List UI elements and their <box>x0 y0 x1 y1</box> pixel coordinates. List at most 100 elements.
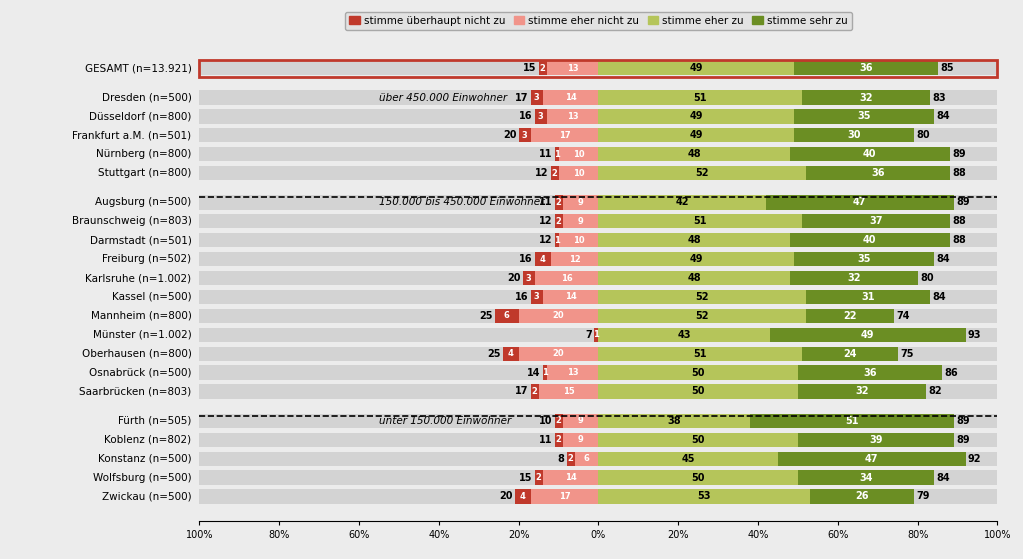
Text: 49: 49 <box>690 63 703 73</box>
Text: 4: 4 <box>520 492 526 501</box>
Text: 2: 2 <box>555 198 562 207</box>
Text: 93: 93 <box>968 330 981 340</box>
Bar <box>598 385 926 399</box>
Text: 6: 6 <box>583 454 589 463</box>
Text: 39: 39 <box>869 435 883 445</box>
Bar <box>598 452 966 466</box>
Bar <box>598 433 997 447</box>
Text: 51: 51 <box>845 416 858 426</box>
Bar <box>794 128 914 143</box>
Text: 14: 14 <box>565 93 576 102</box>
Text: 50: 50 <box>692 368 705 377</box>
Text: 2: 2 <box>555 416 562 425</box>
Legend: stimme überhaupt nicht zu, stimme eher nicht zu, stimme eher zu, stimme sehr zu: stimme überhaupt nicht zu, stimme eher n… <box>345 12 852 30</box>
Bar <box>531 489 598 504</box>
Bar <box>598 61 997 75</box>
Bar <box>199 91 598 105</box>
Text: Karlsruhe (n=1.002): Karlsruhe (n=1.002) <box>85 273 191 283</box>
Text: 80: 80 <box>916 130 930 140</box>
Bar <box>598 471 798 485</box>
Text: 84: 84 <box>936 254 949 264</box>
Text: Konstanz (n=500): Konstanz (n=500) <box>98 453 191 463</box>
Text: 4: 4 <box>540 255 545 264</box>
Text: 11: 11 <box>539 435 552 445</box>
Bar <box>502 347 598 361</box>
Bar <box>598 166 949 180</box>
Bar <box>598 328 966 342</box>
Bar <box>598 347 997 361</box>
Bar <box>598 290 997 304</box>
Bar <box>598 233 949 247</box>
Bar <box>554 414 598 428</box>
Bar <box>598 166 997 180</box>
Bar <box>535 471 542 485</box>
Text: Dresden (n=500): Dresden (n=500) <box>101 93 191 102</box>
Text: Freiburg (n=502): Freiburg (n=502) <box>102 254 191 264</box>
Bar <box>199 166 598 180</box>
Text: 16: 16 <box>561 273 573 282</box>
Bar <box>563 195 598 210</box>
Bar <box>531 91 542 105</box>
Text: 15: 15 <box>519 472 532 482</box>
Text: 35: 35 <box>857 254 871 264</box>
Text: 150.000 bis 450.000 Einwohner: 150.000 bis 450.000 Einwohner <box>379 197 544 207</box>
Text: 36: 36 <box>871 168 885 178</box>
Text: 4: 4 <box>507 349 514 358</box>
Text: über 450.000 Einwohner: über 450.000 Einwohner <box>379 93 507 102</box>
Text: 20: 20 <box>502 130 517 140</box>
Bar <box>594 328 598 342</box>
Bar <box>810 489 914 504</box>
Text: 15: 15 <box>523 63 536 73</box>
Text: 84: 84 <box>936 472 949 482</box>
Bar <box>598 91 802 105</box>
Text: 22: 22 <box>843 311 856 321</box>
Bar <box>598 471 934 485</box>
Bar <box>598 452 779 466</box>
Bar <box>559 166 598 180</box>
Bar <box>790 271 918 285</box>
Text: 9: 9 <box>578 217 583 226</box>
Bar <box>515 489 531 504</box>
Text: 20: 20 <box>499 491 513 501</box>
Bar <box>598 214 997 229</box>
Text: 3: 3 <box>538 112 543 121</box>
Text: 11: 11 <box>539 197 552 207</box>
Text: 13: 13 <box>567 64 578 73</box>
Bar <box>546 61 598 75</box>
Bar <box>531 385 598 399</box>
Bar <box>531 290 598 304</box>
Bar <box>794 61 938 75</box>
Text: 10: 10 <box>573 169 584 178</box>
Text: 12: 12 <box>539 235 552 245</box>
Text: 25: 25 <box>479 311 492 321</box>
Text: 36: 36 <box>859 63 873 73</box>
Bar <box>199 433 598 447</box>
Text: 13: 13 <box>567 368 578 377</box>
Text: Fürth (n=505): Fürth (n=505) <box>118 416 191 426</box>
Bar <box>554 433 598 447</box>
Bar <box>598 414 997 428</box>
Bar <box>199 214 598 229</box>
Text: 10: 10 <box>573 150 584 159</box>
Text: Braunschweig (n=803): Braunschweig (n=803) <box>72 216 191 226</box>
Text: 50: 50 <box>692 435 705 445</box>
Bar <box>598 452 997 466</box>
Text: 2: 2 <box>551 169 558 178</box>
Text: 89: 89 <box>952 149 966 159</box>
Text: 14: 14 <box>565 292 576 301</box>
Text: 20: 20 <box>552 311 565 320</box>
Bar <box>563 433 598 447</box>
Bar <box>766 195 953 210</box>
Text: 38: 38 <box>667 416 681 426</box>
Text: 47: 47 <box>865 453 879 463</box>
Bar <box>554 233 598 247</box>
Text: 32: 32 <box>847 273 860 283</box>
Text: 26: 26 <box>855 491 869 501</box>
Bar <box>806 166 949 180</box>
Bar <box>798 366 941 380</box>
Text: 83: 83 <box>932 93 945 102</box>
Bar <box>598 252 997 266</box>
Text: GESAMT (n=13.921): GESAMT (n=13.921) <box>85 63 191 73</box>
Text: 3: 3 <box>522 131 528 140</box>
Bar <box>770 328 966 342</box>
